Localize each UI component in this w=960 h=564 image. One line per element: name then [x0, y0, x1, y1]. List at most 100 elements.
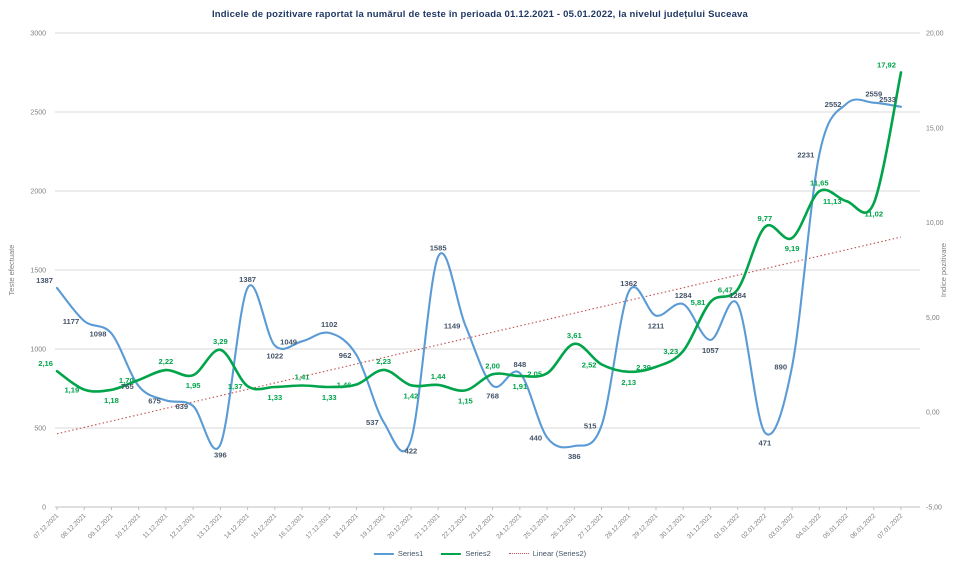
x-axis-tick-label: 05.01.2022 [822, 512, 850, 540]
data-label-series2: 5,81 [691, 298, 707, 307]
data-label-series2: 2,05 [527, 369, 543, 378]
x-axis-tick-label: 03.01.2022 [768, 512, 796, 540]
x-axis-tick-label: 08.12.2021 [60, 512, 88, 540]
x-axis-tick-label: 16.12.2021 [277, 512, 305, 540]
data-label-series1: 440 [529, 433, 542, 442]
data-label-series2: 6,47 [718, 286, 733, 295]
x-axis-tick-label: 27.12.2021 [577, 512, 605, 540]
legend-label-series2: Series2 [465, 549, 491, 558]
x-axis-tick-label: 07.01.2022 [876, 512, 904, 540]
x-axis-tick-label: 18.12.2021 [332, 512, 360, 540]
x-axis-tick-label: 17.12.2021 [305, 512, 333, 540]
data-label-series2: 2,23 [376, 357, 391, 366]
data-label-series1: 396 [214, 450, 227, 459]
y-axis-tick-left: 500 [34, 426, 46, 433]
data-label-series1: 537 [366, 418, 379, 427]
data-label-series1: 1585 [430, 244, 448, 253]
x-axis-tick-label: 19.12.2021 [359, 512, 387, 540]
data-label-series1: 890 [774, 362, 787, 371]
data-label-series1: 1022 [266, 352, 283, 361]
data-label-series2: 3,61 [567, 331, 583, 340]
legend-item-series2: Series2 [441, 549, 491, 558]
x-axis-tick-label: 28.12.2021 [604, 512, 632, 540]
data-label-series2: 1,33 [267, 393, 282, 402]
data-label-series2: 2,00 [485, 361, 500, 370]
data-label-series1: 1149 [444, 321, 460, 330]
data-label-series2: 9,77 [757, 214, 772, 223]
x-axis-tick-label: 31.12.2021 [686, 512, 714, 540]
y-axis-tick-right: 15,00 [926, 125, 944, 132]
x-axis-tick-label: 29.12.2021 [631, 512, 659, 540]
x-axis-tick-label: 26.12.2021 [550, 512, 578, 540]
legend-item-series1: Series1 [373, 549, 424, 558]
y-axis-tick-left: 1000 [30, 347, 46, 354]
data-label-series2: 11,13 [823, 197, 842, 206]
y-axis-tick-left: 1500 [30, 268, 46, 275]
series1-line-sample [373, 552, 394, 555]
y-axis-tick-right: 0,00 [926, 410, 940, 417]
data-label-series2: 2,22 [159, 357, 174, 366]
data-label-series2: 1,91 [512, 382, 528, 391]
x-axis-tick-label: 04.01.2022 [795, 512, 823, 540]
data-label-series1: 1284 [729, 291, 747, 300]
data-label-series2: 11,02 [864, 209, 883, 218]
data-label-series2: 2,16 [38, 359, 53, 368]
data-label-series2: 9,19 [785, 244, 800, 253]
data-label-series2: 1,41 [295, 372, 311, 381]
legend-label-trendline: Linear (Series2) [532, 549, 587, 558]
y-axis-tick-right: 20,00 [926, 31, 944, 38]
data-label-series1: 1387 [36, 276, 53, 285]
data-label-series1: 768 [486, 392, 499, 401]
x-axis-tick-label: 23.12.2021 [468, 512, 496, 540]
data-label-series1: 1211 [648, 322, 665, 331]
data-label-series1: 639 [175, 402, 188, 411]
series1-line [55, 98, 903, 453]
data-label-series1: 1102 [321, 320, 337, 329]
data-label-series2: 1,15 [458, 396, 474, 405]
data-label-series2: 2,13 [621, 378, 636, 387]
data-label-series2: 3,23 [663, 347, 678, 356]
x-axis-tick-label: 07.12.2021 [32, 512, 60, 540]
data-label-series2: 1,19 [64, 386, 79, 395]
x-axis-tick-label: 24.12.2021 [495, 512, 523, 540]
x-axis-tick-label: 02.01.2022 [740, 512, 768, 540]
series2-line-sample [441, 552, 462, 555]
data-label-series1: 848 [514, 360, 527, 369]
data-label-series2: 1,37 [228, 382, 243, 391]
data-label-series1: 2559 [865, 90, 882, 99]
data-label-series2: 1,33 [322, 393, 337, 402]
x-axis-tick-label: 30.12.2021 [659, 512, 687, 540]
data-label-series1: 1362 [620, 279, 637, 288]
legend-label-series1: Series1 [397, 549, 424, 558]
x-axis-tick-label: 25.12.2021 [523, 512, 551, 540]
x-axis-tick-label: 15.12.2021 [250, 512, 278, 540]
data-label-series2: 1,18 [104, 396, 119, 405]
data-label-series1: 1284 [675, 291, 693, 300]
data-label-series2: 1,42 [404, 391, 419, 400]
data-label-series2: 1,95 [186, 381, 202, 390]
data-label-series1: 765 [121, 382, 134, 391]
data-label-series1: 1387 [239, 275, 256, 284]
data-label-series2: 17,92 [877, 60, 896, 69]
x-axis-tick-label: 22.12.2021 [441, 512, 469, 540]
data-label-series1: 2533 [879, 95, 896, 104]
trendline-sample [508, 553, 529, 554]
data-label-series1: 386 [568, 452, 581, 461]
y-axis-tick-left: 2500 [30, 110, 46, 117]
chart-title: Indicele de pozitivare raportat la număr… [211, 9, 749, 20]
data-label-series2: 2,52 [582, 360, 597, 369]
data-label-series1: 2552 [825, 100, 842, 109]
x-axis-tick-label: 12.12.2021 [169, 512, 197, 540]
data-label-series1: 422 [405, 446, 418, 455]
data-label-series1: 471 [759, 439, 772, 448]
data-label-series2: 11,65 [810, 178, 829, 187]
data-label-series2: 2,39 [636, 363, 651, 372]
y-axis-tick-left: 2000 [30, 189, 46, 196]
data-label-series2: 3,29 [213, 337, 228, 346]
right-axis-title: Indice pozitivare [939, 243, 948, 297]
data-label-series2: 1,46 [337, 381, 352, 390]
data-label-series1: 515 [584, 422, 597, 431]
y-axis-tick-right: -5,00 [926, 505, 942, 512]
data-label-series2: 1,70 [119, 376, 134, 385]
